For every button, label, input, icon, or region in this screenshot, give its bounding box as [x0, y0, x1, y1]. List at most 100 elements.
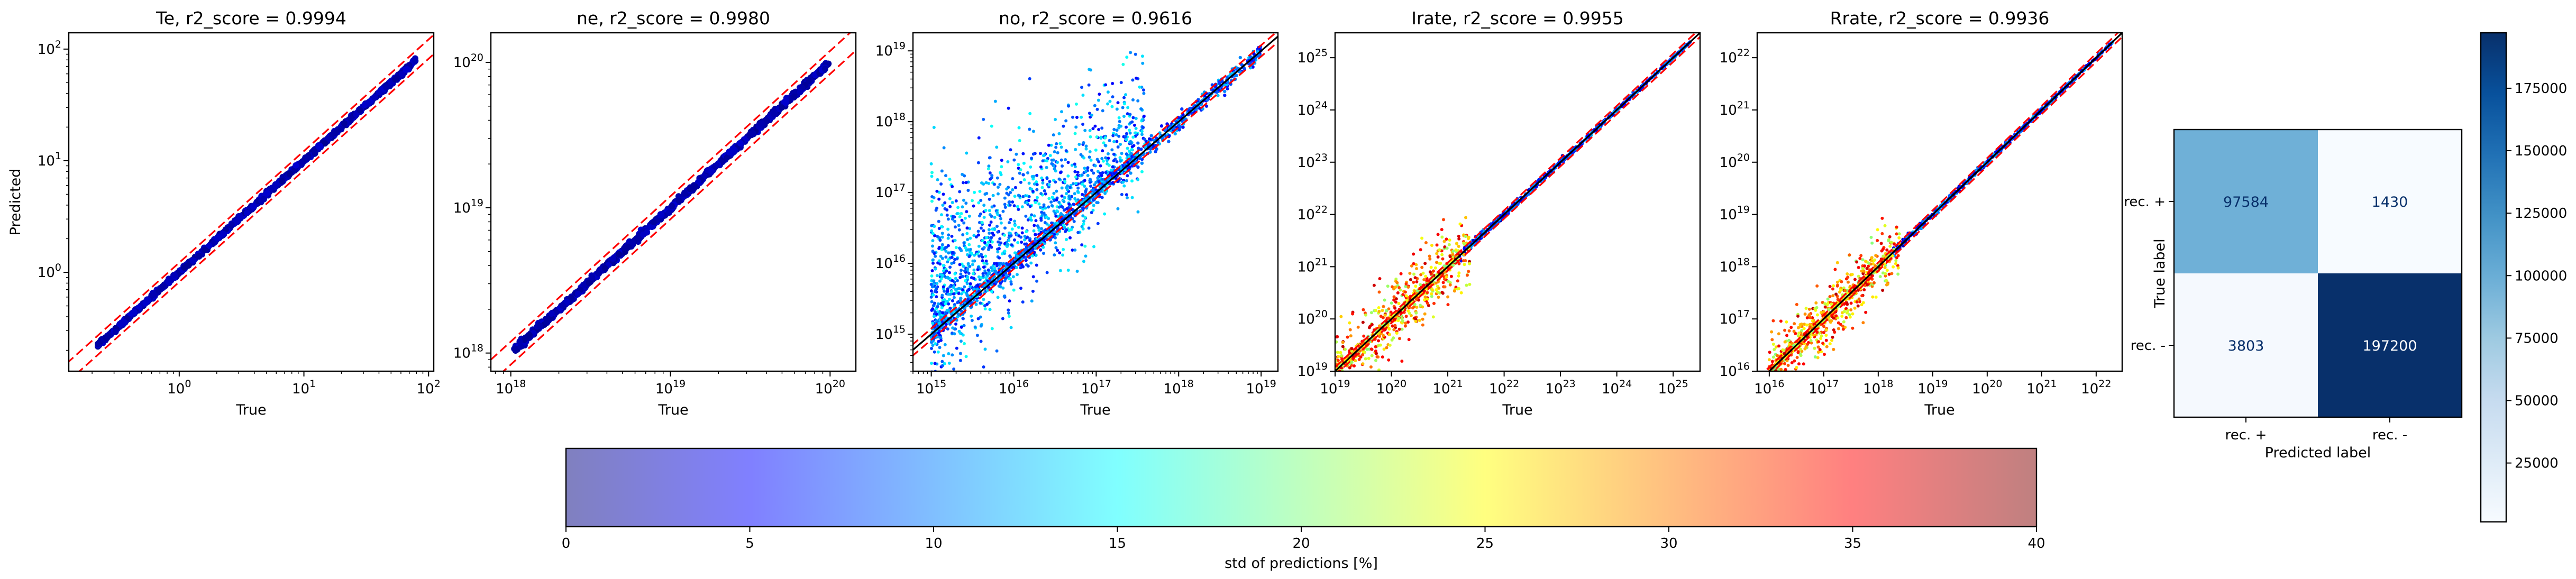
data-point: [937, 351, 940, 354]
data-point: [1131, 145, 1134, 149]
data-point: [1133, 124, 1136, 127]
data-point: [1120, 193, 1123, 196]
data-point: [1012, 289, 1016, 292]
data-point: [1167, 140, 1170, 143]
x-tick-label: 101: [292, 378, 316, 397]
data-point: [996, 231, 999, 234]
data-point: [1060, 110, 1063, 113]
data-point: [969, 0, 972, 2]
data-point: [1108, 164, 1111, 167]
data-point: [930, 362, 933, 365]
data-point: [1027, 199, 1030, 202]
data-point: [1006, 243, 1009, 246]
data-point: [1070, 228, 1073, 231]
data-point: [676, 198, 682, 204]
data-point: [990, 125, 993, 128]
data-point: [985, 181, 988, 184]
data-point: [1093, 104, 1097, 107]
data-point: [1115, 140, 1118, 143]
data-point: [1097, 180, 1100, 183]
data-point: [954, 327, 957, 330]
data-point: [1089, 150, 1092, 153]
data-point: [966, 189, 970, 192]
data-point: [933, 126, 936, 129]
data-point: [994, 270, 997, 273]
data-point: [1053, 150, 1056, 153]
plot-area: [1278, 0, 1756, 428]
data-point: [948, 265, 952, 269]
data-point: [1001, 317, 1004, 320]
data-point: [1008, 315, 1011, 318]
data-point: [979, 301, 982, 305]
data-point: [985, 192, 988, 195]
data-point: [196, 253, 202, 259]
data-point: [1099, 164, 1102, 168]
y-tick-label: 1020: [453, 52, 483, 71]
data-point: [1003, 295, 1006, 298]
data-point: [1093, 125, 1097, 128]
data-point: [1059, 171, 1062, 174]
data-point: [1000, 173, 1003, 176]
data-point: [980, 325, 983, 328]
data-point: [1044, 221, 1047, 224]
data-point: [951, 251, 954, 254]
data-point: [1084, 254, 1088, 258]
data-point: [1033, 214, 1036, 217]
data-point: [1055, 142, 1058, 145]
data-point: [1065, 192, 1068, 195]
data-point: [1066, 174, 1070, 178]
data-point: [1121, 181, 1125, 184]
data-point: [988, 301, 991, 304]
data-point: [1024, 215, 1027, 218]
data-point: [1034, 219, 1037, 222]
data-point: [984, 276, 988, 279]
data-point: [1117, 145, 1120, 149]
data-point: [1129, 171, 1132, 174]
data-point: [1075, 103, 1078, 106]
data-point: [1116, 207, 1119, 210]
data-point: [1112, 159, 1116, 162]
data-point: [1030, 157, 1033, 160]
data-point: [960, 339, 963, 343]
data-point: [1102, 160, 1105, 163]
data-point: [961, 219, 964, 222]
data-point: [991, 205, 994, 208]
x-tick-label: 1018: [496, 378, 526, 397]
data-point: [1013, 238, 1016, 242]
data-point: [1003, 279, 1007, 282]
data-point: [931, 262, 935, 265]
data-point: [951, 201, 954, 204]
data-point: [962, 222, 965, 225]
data-point: [957, 292, 961, 295]
data-point: [964, 279, 967, 282]
data-point: [934, 310, 937, 314]
data-point: [978, 190, 981, 193]
data-point: [1076, 171, 1080, 174]
data-point: [1072, 203, 1075, 206]
data-point: [931, 250, 935, 253]
data-point: [947, 277, 950, 280]
data-point: [944, 302, 947, 306]
data-point: [980, 226, 983, 229]
data-point: [933, 225, 936, 228]
data-point: [1081, 182, 1084, 186]
data-point: [1001, 287, 1004, 290]
data-point: [1033, 224, 1036, 227]
data-point: [131, 309, 138, 315]
data-point: [931, 269, 934, 272]
data-point: [1143, 115, 1146, 118]
data-point: [1024, 235, 1027, 238]
data-point: [995, 225, 999, 228]
data-point: [1076, 231, 1080, 234]
data-point: [995, 145, 998, 149]
data-point: [947, 302, 950, 306]
data-point: [1126, 196, 1129, 199]
data-point: [1061, 164, 1064, 168]
data-point: [640, 232, 646, 238]
data-point: [943, 290, 946, 293]
data-point: [1150, 134, 1153, 137]
data-point: [1012, 159, 1016, 162]
data-point: [1125, 193, 1128, 196]
data-point: [1072, 182, 1075, 185]
data-point: [625, 244, 632, 250]
